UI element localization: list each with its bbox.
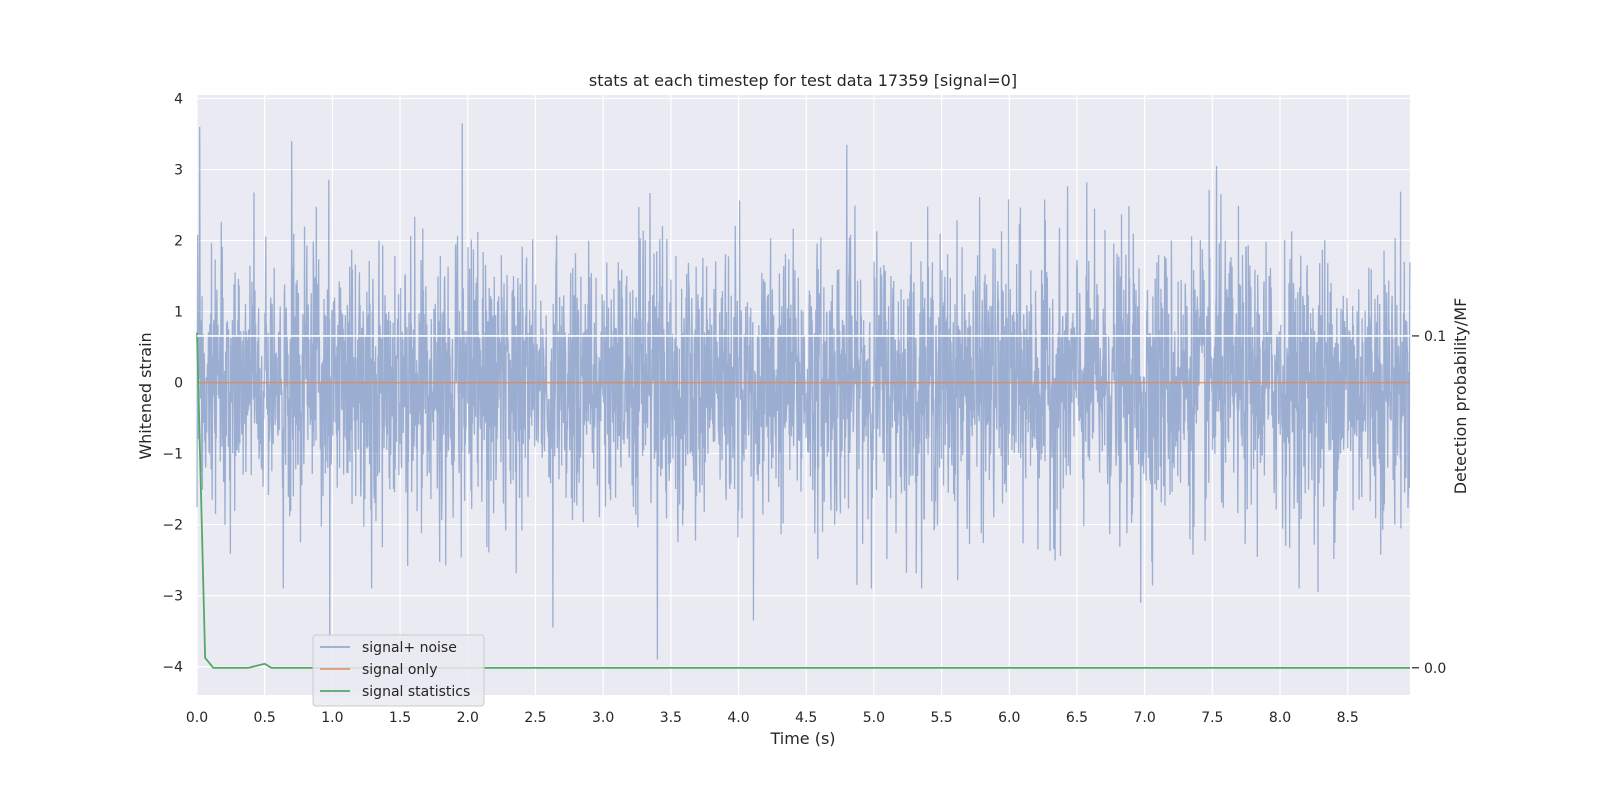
- y-tick-label: −3: [162, 589, 183, 605]
- series-signal-statistics: [196, 332, 1410, 669]
- x-tick-label: 7.0: [1134, 710, 1156, 726]
- x-tick-label: 0.5: [254, 710, 276, 726]
- x-tick-label: 5.5: [930, 710, 952, 726]
- y-tick-label: 3: [174, 163, 183, 179]
- y-tick-label: 0: [174, 376, 183, 392]
- x-tick-label: 4.5: [795, 710, 817, 726]
- x-tick-label: 3.5: [660, 710, 682, 726]
- y-tick-label: −4: [162, 660, 183, 676]
- y-axis-label: Whitened strain: [136, 332, 155, 459]
- series-signal-plus-noise: [196, 123, 1411, 660]
- x-tick-label: 0.0: [186, 710, 208, 726]
- x-tick-label: 1.0: [321, 710, 343, 726]
- x-tick-label: 5.0: [863, 710, 885, 726]
- x-tick-label: 6.0: [998, 710, 1020, 726]
- y-tick-label: 4: [174, 92, 183, 108]
- x-tick-label: 6.5: [1066, 710, 1088, 726]
- y-tick-label: −2: [162, 518, 183, 534]
- y-axis-ticks: −4 −3 −2 −1 0 1 2 3 4: [162, 92, 183, 676]
- x-tick-label: 7.5: [1201, 710, 1223, 726]
- legend-label-signal-statistics: signal statistics: [362, 684, 470, 700]
- y2-tick-label: 0.0: [1424, 661, 1446, 677]
- y2-axis-label: Detection probability/MF: [1451, 298, 1470, 495]
- legend-label-signal-plus-noise: signal+ noise: [362, 640, 457, 656]
- x-axis-ticks: 0.0 0.5 1.0 1.5 2.0 2.5 3.0 3.5 4.0 4.5 5.0 5.5 6.0 6…: [186, 710, 1359, 726]
- x-tick-label: 1.5: [389, 710, 411, 726]
- legend-box: [312, 634, 485, 707]
- x-tick-label: 8.5: [1337, 710, 1359, 726]
- x-axis-label: Time (s): [769, 729, 835, 748]
- series-line-signal-plus-noise: [196, 123, 1411, 660]
- y-tick-label: −1: [162, 447, 183, 463]
- chart-title: stats at each timestep for test data 173…: [589, 71, 1017, 90]
- x-tick-label: 8.0: [1269, 710, 1291, 726]
- y2-axis-ticks: 0.0 0.1: [1412, 329, 1446, 677]
- x-tick-label: 3.0: [592, 710, 614, 726]
- y2-tick-label: 0.1: [1424, 329, 1446, 345]
- legend-label-signal-only: signal only: [362, 662, 437, 678]
- x-tick-label: 4.0: [727, 710, 749, 726]
- series-line-signal-statistics: [196, 332, 1410, 669]
- x-tick-label: 2.0: [457, 710, 479, 726]
- legend: signal+ noise signal only signal statist…: [312, 634, 485, 707]
- x-tick-label: 2.5: [524, 710, 546, 726]
- y-tick-label: 1: [174, 305, 183, 321]
- y-tick-label: 2: [174, 234, 183, 250]
